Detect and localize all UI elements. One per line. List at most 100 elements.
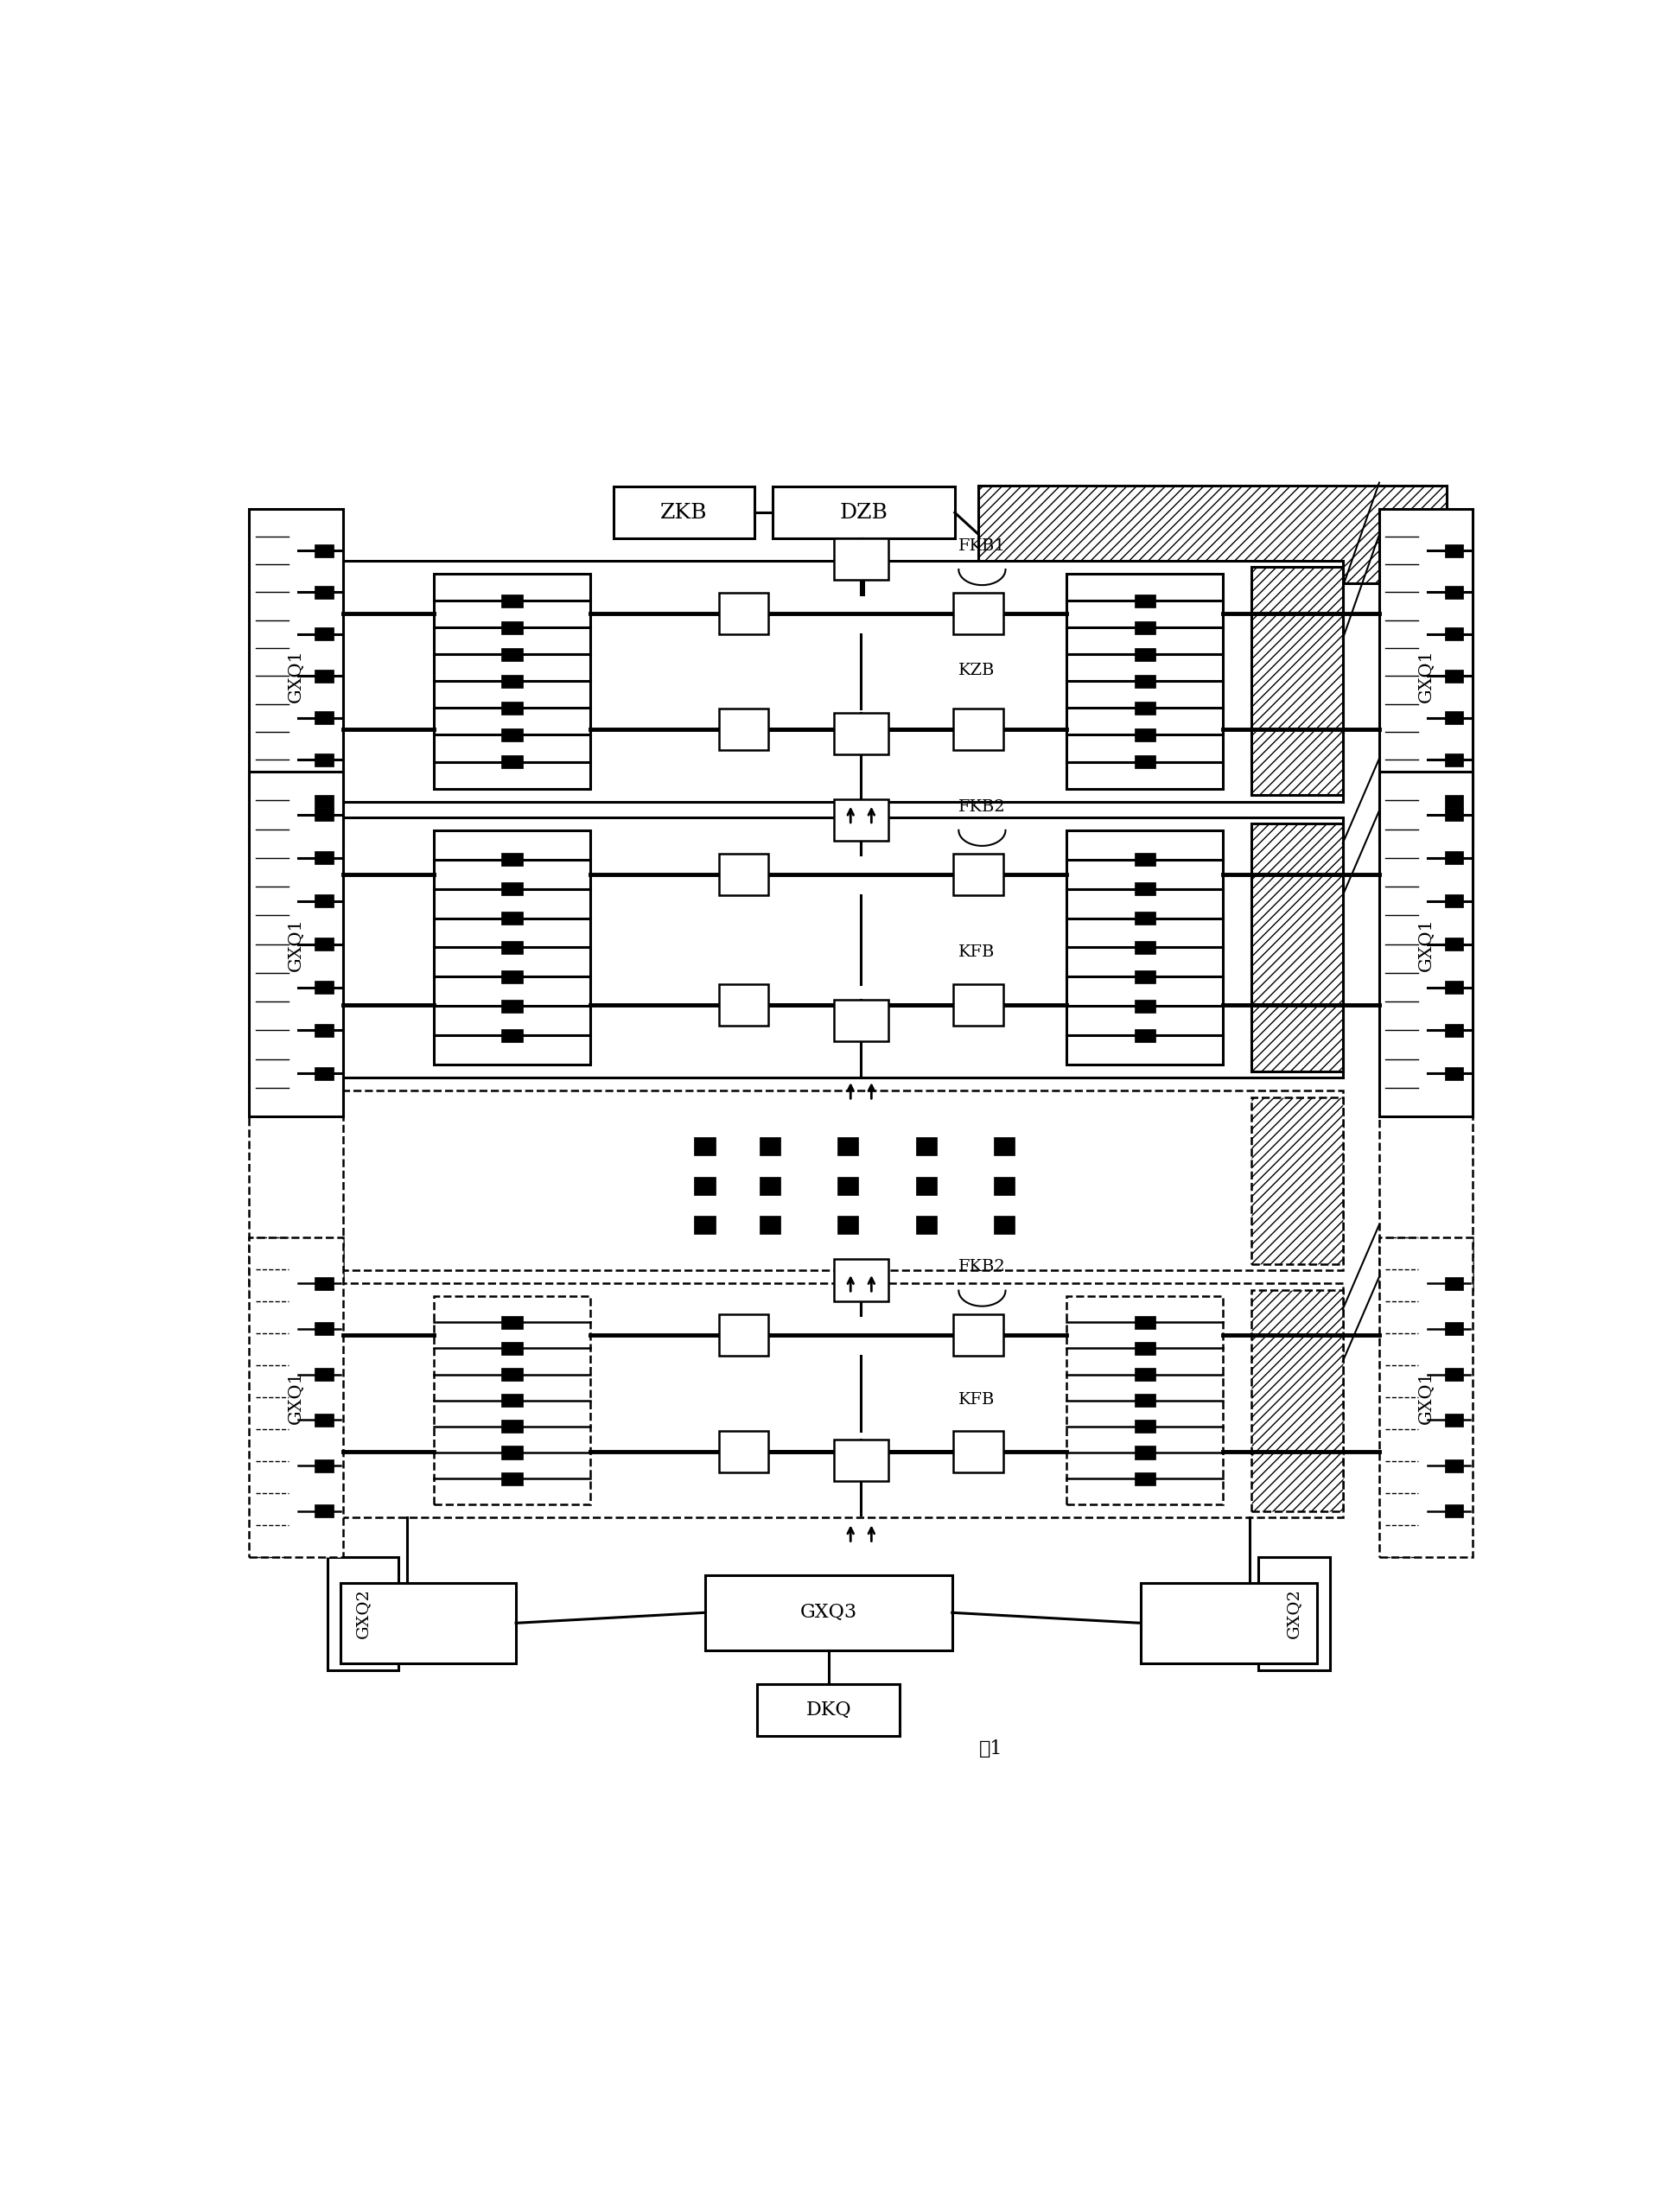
FancyBboxPatch shape [1445, 752, 1463, 765]
Text: GXQ2: GXQ2 [354, 1588, 371, 1639]
FancyBboxPatch shape [1252, 567, 1342, 794]
FancyBboxPatch shape [502, 1315, 522, 1328]
FancyBboxPatch shape [1445, 982, 1463, 993]
FancyBboxPatch shape [314, 752, 333, 765]
FancyBboxPatch shape [995, 1138, 1015, 1156]
FancyBboxPatch shape [719, 1432, 768, 1474]
FancyBboxPatch shape [916, 1138, 936, 1156]
Text: FKB2: FKB2 [959, 1260, 1006, 1275]
FancyBboxPatch shape [954, 593, 1003, 635]
FancyBboxPatch shape [1134, 999, 1156, 1013]
FancyBboxPatch shape [833, 1441, 889, 1480]
Text: GXQ1: GXQ1 [1418, 649, 1435, 704]
FancyBboxPatch shape [1134, 1394, 1156, 1407]
FancyBboxPatch shape [314, 545, 333, 556]
Text: KFB: KFB [959, 944, 995, 960]
FancyBboxPatch shape [706, 1575, 953, 1650]
FancyBboxPatch shape [502, 620, 522, 633]
FancyBboxPatch shape [339, 816, 1342, 1077]
FancyBboxPatch shape [978, 485, 1446, 582]
FancyBboxPatch shape [502, 728, 522, 741]
FancyBboxPatch shape [1445, 587, 1463, 598]
Text: FKB1: FKB1 [959, 538, 1006, 554]
Text: GXQ1: GXQ1 [287, 918, 304, 971]
FancyBboxPatch shape [916, 1216, 936, 1233]
FancyBboxPatch shape [1134, 971, 1156, 984]
FancyBboxPatch shape [339, 1090, 1342, 1271]
FancyBboxPatch shape [328, 1557, 398, 1670]
FancyBboxPatch shape [502, 1421, 522, 1434]
FancyBboxPatch shape [339, 1284, 1342, 1518]
FancyBboxPatch shape [1134, 911, 1156, 924]
FancyBboxPatch shape [314, 1414, 333, 1427]
FancyBboxPatch shape [1379, 772, 1473, 1116]
FancyBboxPatch shape [694, 1138, 716, 1156]
FancyBboxPatch shape [314, 629, 333, 640]
FancyBboxPatch shape [433, 829, 590, 1065]
FancyBboxPatch shape [1445, 938, 1463, 951]
Text: DZB: DZB [840, 503, 887, 523]
FancyBboxPatch shape [1445, 1024, 1463, 1037]
FancyBboxPatch shape [833, 713, 889, 754]
FancyBboxPatch shape [314, 1321, 333, 1335]
FancyBboxPatch shape [249, 510, 343, 843]
FancyBboxPatch shape [1134, 593, 1156, 607]
FancyBboxPatch shape [694, 1176, 716, 1196]
FancyBboxPatch shape [502, 882, 522, 896]
FancyBboxPatch shape [1134, 754, 1156, 768]
FancyBboxPatch shape [1445, 545, 1463, 556]
FancyBboxPatch shape [1445, 1504, 1463, 1518]
Text: 图1: 图1 [979, 1741, 1003, 1758]
FancyBboxPatch shape [1445, 1414, 1463, 1427]
Text: GXQ1: GXQ1 [1418, 918, 1435, 971]
FancyBboxPatch shape [249, 1238, 343, 1557]
FancyBboxPatch shape [314, 938, 333, 951]
Text: GXQ1: GXQ1 [1418, 1370, 1435, 1423]
FancyBboxPatch shape [954, 1315, 1003, 1357]
FancyBboxPatch shape [1134, 702, 1156, 715]
FancyBboxPatch shape [249, 772, 343, 1116]
Text: FKB2: FKB2 [959, 799, 1006, 814]
Text: KZB: KZB [959, 664, 995, 679]
FancyBboxPatch shape [339, 1582, 516, 1663]
FancyBboxPatch shape [314, 1024, 333, 1037]
FancyBboxPatch shape [1445, 794, 1463, 807]
FancyBboxPatch shape [1445, 1068, 1463, 1081]
FancyBboxPatch shape [694, 1216, 716, 1233]
Text: GXQ3: GXQ3 [800, 1604, 857, 1621]
FancyBboxPatch shape [1252, 1291, 1342, 1511]
FancyBboxPatch shape [502, 1028, 522, 1041]
FancyBboxPatch shape [502, 1471, 522, 1485]
FancyBboxPatch shape [954, 1432, 1003, 1474]
Text: GXQ1: GXQ1 [287, 649, 304, 704]
FancyBboxPatch shape [1134, 854, 1156, 867]
FancyBboxPatch shape [314, 807, 333, 821]
FancyBboxPatch shape [314, 1504, 333, 1518]
FancyBboxPatch shape [1134, 649, 1156, 662]
FancyBboxPatch shape [1445, 893, 1463, 907]
FancyBboxPatch shape [833, 538, 889, 580]
FancyBboxPatch shape [613, 488, 754, 538]
FancyBboxPatch shape [1445, 1277, 1463, 1291]
FancyBboxPatch shape [314, 668, 333, 682]
FancyBboxPatch shape [719, 708, 768, 750]
FancyBboxPatch shape [1134, 882, 1156, 896]
FancyBboxPatch shape [502, 1445, 522, 1458]
FancyBboxPatch shape [1445, 629, 1463, 640]
FancyBboxPatch shape [1445, 807, 1463, 821]
FancyBboxPatch shape [502, 1341, 522, 1354]
FancyBboxPatch shape [719, 984, 768, 1026]
FancyBboxPatch shape [1379, 1238, 1473, 1557]
FancyBboxPatch shape [833, 999, 889, 1041]
FancyBboxPatch shape [1134, 620, 1156, 633]
FancyBboxPatch shape [1134, 1445, 1156, 1458]
FancyBboxPatch shape [1134, 1368, 1156, 1381]
FancyBboxPatch shape [1134, 675, 1156, 688]
FancyBboxPatch shape [954, 984, 1003, 1026]
FancyBboxPatch shape [1445, 1321, 1463, 1335]
FancyBboxPatch shape [502, 911, 522, 924]
FancyBboxPatch shape [502, 999, 522, 1013]
FancyBboxPatch shape [502, 593, 522, 607]
FancyBboxPatch shape [833, 799, 889, 840]
FancyBboxPatch shape [756, 1683, 900, 1736]
